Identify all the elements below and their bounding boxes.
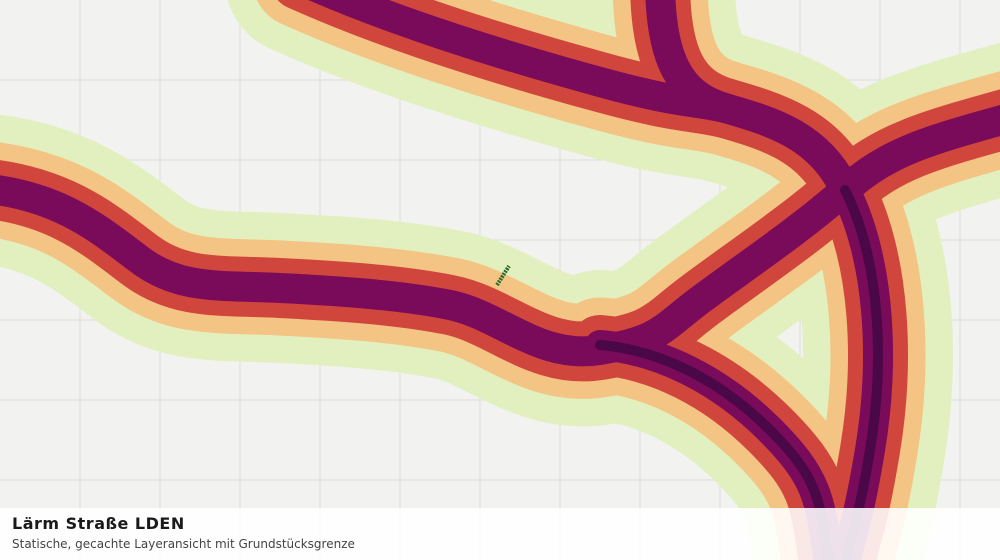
caption-panel: Lärm Straße LDEN Statische, gecachte Lay… bbox=[0, 508, 1000, 560]
layer-subtitle: Statische, gecachte Layeransicht mit Gru… bbox=[12, 537, 355, 551]
parcel-boundary bbox=[495, 264, 511, 287]
layer-title: Lärm Straße LDEN bbox=[12, 514, 185, 533]
